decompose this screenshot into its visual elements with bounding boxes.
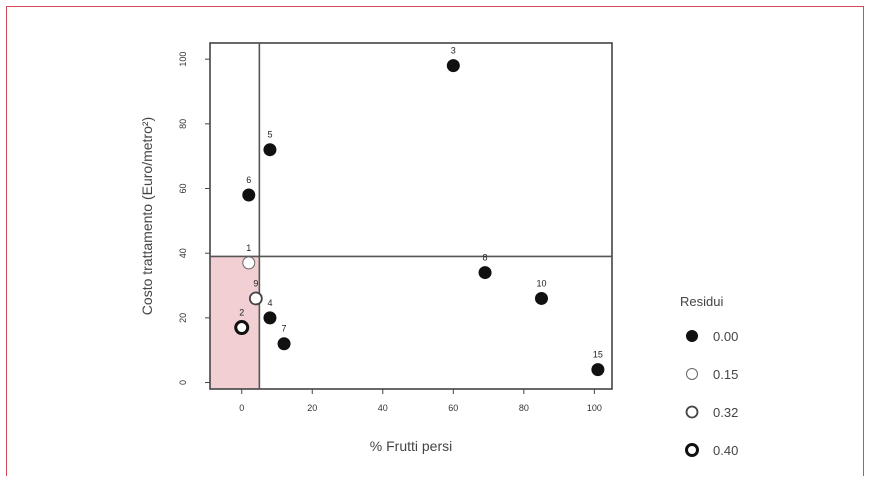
- data-point-label: 1: [246, 243, 251, 253]
- x-tick-label: 20: [307, 403, 317, 413]
- figure-frame: [6, 6, 864, 476]
- legend-marker: [685, 405, 699, 419]
- y-tick-label: 100: [178, 52, 188, 67]
- data-point-label: 3: [451, 46, 456, 56]
- x-axis-title: % Frutti persi: [370, 438, 452, 454]
- y-tick-label: 40: [178, 248, 188, 258]
- data-point-label: 2: [239, 308, 244, 318]
- legend-marker: [686, 368, 698, 380]
- legend-entry-label: 0.32: [713, 405, 738, 420]
- legend-marker: [686, 330, 698, 342]
- x-tick-label: 80: [519, 403, 529, 413]
- y-axis-title: Costo trattamento (Euro/metro²): [139, 117, 155, 315]
- data-point: [263, 143, 277, 157]
- data-point: [446, 59, 460, 73]
- data-point-label: 4: [267, 298, 272, 308]
- data-point: [534, 291, 548, 305]
- x-tick-label: 40: [378, 403, 388, 413]
- data-point: [242, 256, 256, 270]
- data-point: [277, 337, 291, 351]
- data-point: [248, 291, 263, 306]
- data-point: [263, 311, 277, 325]
- data-point-label: 5: [267, 130, 272, 140]
- x-tick-label: 100: [587, 403, 602, 413]
- legend-entry-label: 0.40: [713, 443, 738, 458]
- data-point-label: 9: [253, 278, 258, 288]
- x-tick-label: 60: [448, 403, 458, 413]
- shaded-region: [210, 256, 260, 389]
- y-tick-label: 0: [178, 380, 188, 385]
- legend-entry-label: 0.00: [713, 329, 738, 344]
- data-point-label: 6: [246, 175, 251, 185]
- data-point: [591, 363, 605, 377]
- data-point: [478, 266, 492, 280]
- legend-marker: [685, 443, 699, 457]
- y-tick-label: 80: [178, 119, 188, 129]
- data-point-label: 8: [483, 253, 488, 263]
- data-point-label: 15: [593, 350, 603, 360]
- x-tick-label: 0: [239, 403, 244, 413]
- y-tick-label: 20: [178, 313, 188, 323]
- plot-border: [209, 42, 613, 390]
- legend-title: Residui: [680, 294, 723, 309]
- legend: Residui 0.00 0.15 0.32 0.40: [680, 294, 738, 458]
- data-point-label: 10: [536, 278, 546, 288]
- y-tick-label: 60: [178, 184, 188, 194]
- legend-entry-label: 0.15: [713, 367, 738, 382]
- data-point: [242, 188, 256, 202]
- data-point: [234, 320, 250, 336]
- data-point-label: 7: [282, 324, 287, 334]
